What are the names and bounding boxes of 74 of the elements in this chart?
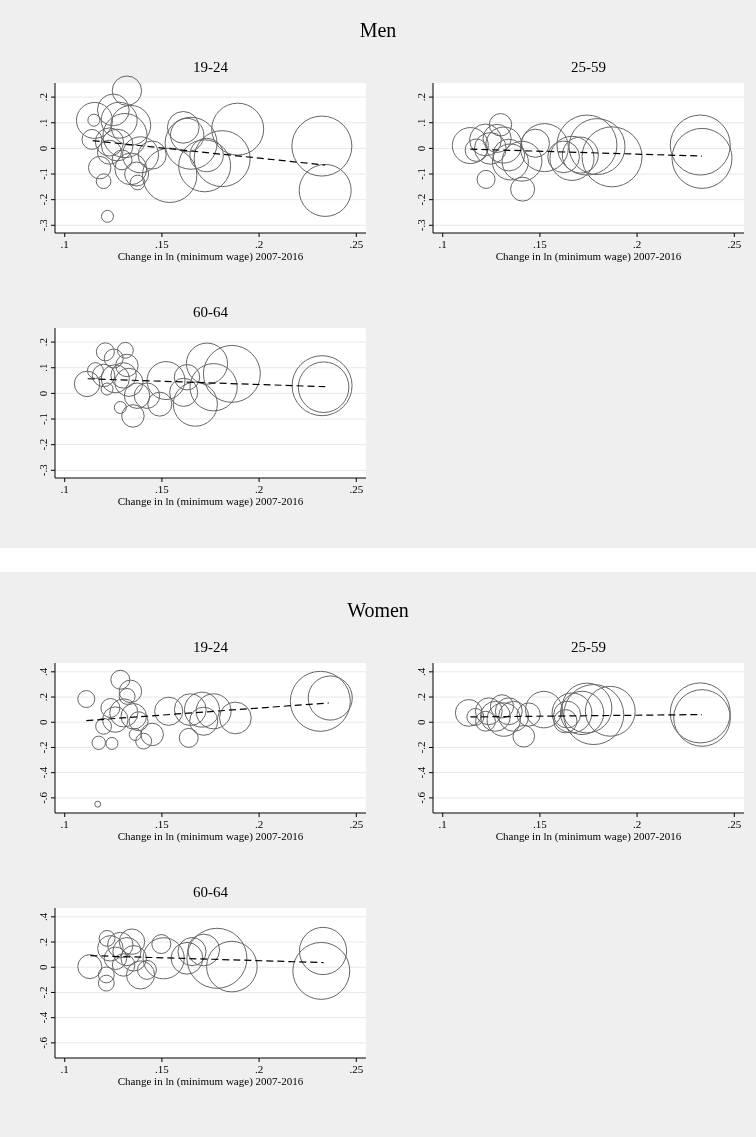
y-tick-label: .2 [415, 92, 427, 102]
x-tick-label: .1 [60, 238, 69, 250]
y-tick-label: .1 [37, 118, 49, 127]
x-axis-title: Change in ln (minimum wage) 2007-2016 [117, 1075, 304, 1088]
x-tick-label: .15 [155, 818, 170, 830]
x-tick-label: .25 [349, 483, 364, 495]
text: Women [347, 599, 409, 621]
chart-title: 25-59 [571, 639, 606, 655]
y-tick-label: -.1 [37, 413, 49, 425]
y-tick-label: .4 [37, 667, 49, 676]
y-tick-label: .2 [37, 937, 49, 947]
y-tick-label: .4 [415, 667, 427, 676]
text: Men [359, 19, 397, 41]
y-tick-label: -.2 [415, 193, 427, 206]
x-tick-label: .1 [60, 818, 69, 830]
x-tick-label: .15 [155, 1063, 170, 1075]
y-tick-label: 0 [37, 390, 49, 397]
x-tick-label: .25 [349, 1063, 364, 1075]
y-tick-label: .1 [415, 118, 427, 127]
x-tick-label: .15 [533, 818, 548, 830]
y-tick-label: 0 [415, 718, 427, 725]
x-axis-title: Change in ln (minimum wage) 2007-2016 [117, 830, 304, 843]
y-tick-label: -.3 [37, 218, 49, 232]
y-tick-label: -.4 [415, 766, 427, 779]
y-tick-label: .2 [37, 337, 49, 347]
y-tick-label: -.3 [415, 218, 427, 232]
y-tick-label: 0 [37, 145, 49, 152]
y-tick-label: -.6 [37, 791, 49, 804]
y-tick-label: -.2 [415, 741, 427, 754]
x-axis-title: Change in ln (minimum wage) 2007-2016 [495, 250, 682, 263]
x-axis-title: Change in ln (minimum wage) 2007-2016 [117, 495, 304, 508]
x-tick-label: .2 [632, 238, 642, 250]
x-tick-label: .2 [254, 1063, 264, 1075]
y-tick-label: -.2 [37, 741, 49, 754]
y-tick-label: .2 [415, 692, 427, 702]
y-tick-label: -.2 [37, 986, 49, 999]
y-tick-label: -.1 [415, 168, 427, 180]
x-tick-label: .25 [727, 818, 742, 830]
y-tick-label: -.2 [37, 438, 49, 451]
chart-title: 60-64 [193, 304, 229, 320]
y-tick-label: -.4 [37, 1011, 49, 1024]
x-tick-label: .15 [155, 483, 170, 495]
x-tick-label: .2 [254, 238, 264, 250]
y-tick-label: -.1 [37, 168, 49, 180]
y-tick-label: -.3 [37, 463, 49, 477]
y-tick-label: .2 [37, 92, 49, 102]
x-axis-title: Change in ln (minimum wage) 2007-2016 [117, 250, 304, 263]
x-tick-label: .15 [155, 238, 170, 250]
y-tick-label: .4 [37, 912, 49, 921]
y-tick-label: .1 [37, 363, 49, 372]
x-tick-label: .2 [254, 483, 264, 495]
y-tick-label: 0 [37, 718, 49, 725]
chart-title: 60-64 [193, 884, 229, 900]
x-tick-label: .2 [254, 818, 264, 830]
chart-title: 25-59 [571, 59, 606, 75]
x-tick-label: .1 [60, 483, 69, 495]
x-tick-label: .2 [632, 818, 642, 830]
y-tick-label: -.2 [37, 193, 49, 206]
x-tick-label: .1 [438, 818, 447, 830]
y-tick-label: -.4 [37, 766, 49, 779]
y-tick-label: .2 [37, 692, 49, 702]
x-tick-label: .15 [533, 238, 548, 250]
x-axis-title: Change in ln (minimum wage) 2007-2016 [495, 830, 682, 843]
y-tick-label: 0 [415, 145, 427, 152]
y-tick-label: 0 [37, 963, 49, 970]
chart-title: 19-24 [193, 59, 229, 75]
x-tick-label: .1 [60, 1063, 69, 1075]
chart-title: 19-24 [193, 639, 229, 655]
x-tick-label: .1 [438, 238, 447, 250]
y-tick-label: -.6 [415, 791, 427, 804]
x-tick-label: .25 [349, 818, 364, 830]
x-tick-label: .25 [349, 238, 364, 250]
y-tick-label: -.6 [37, 1036, 49, 1049]
x-tick-label: .25 [727, 238, 742, 250]
